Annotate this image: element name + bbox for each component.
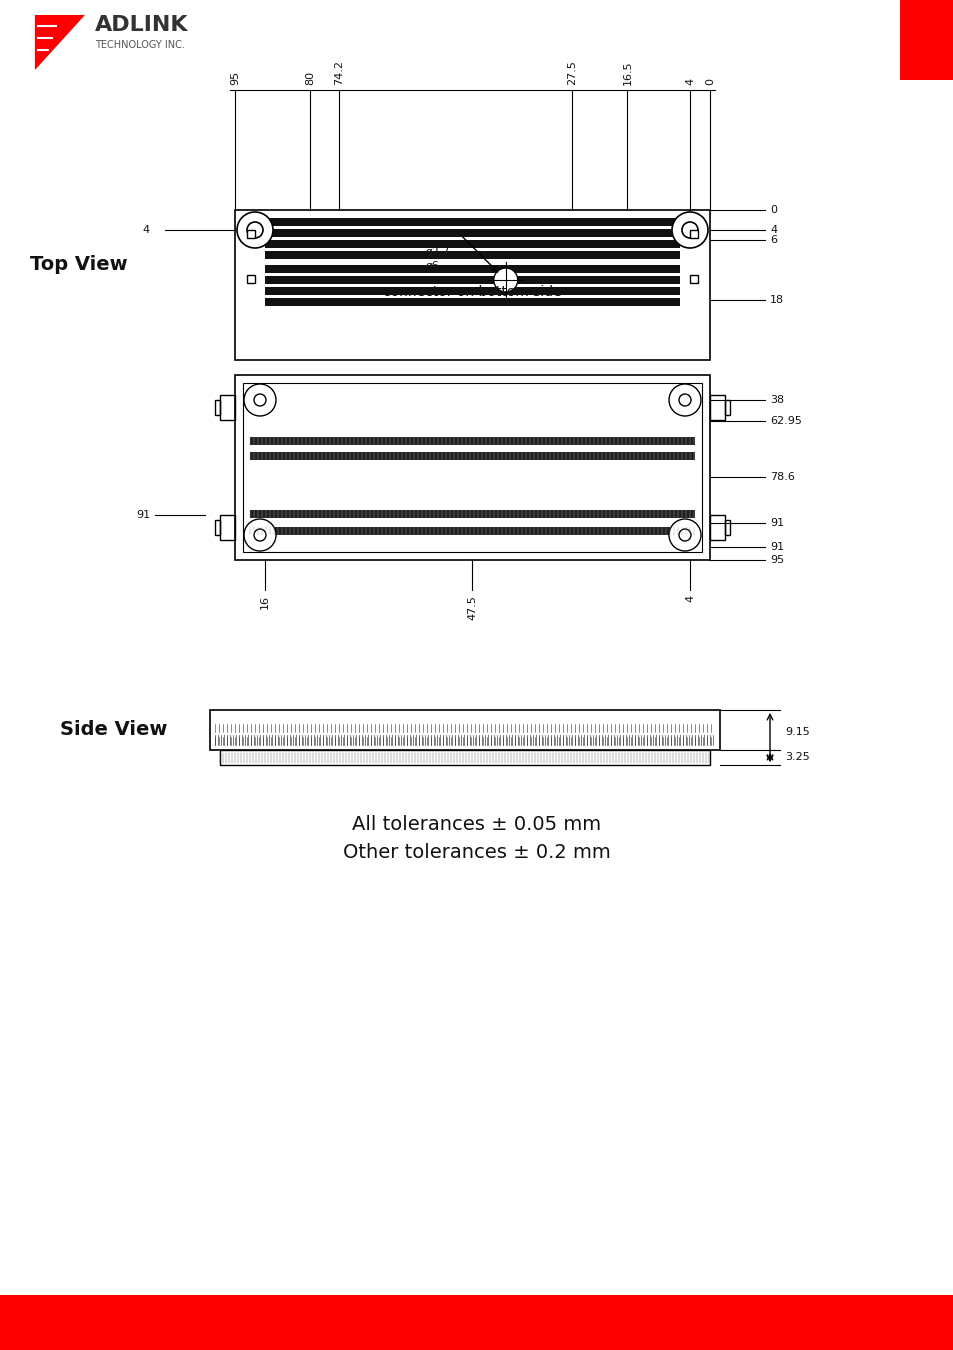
Text: Other tolerances ± 0.2 mm: Other tolerances ± 0.2 mm	[343, 844, 610, 863]
Bar	[247, 275, 254, 284]
Circle shape	[247, 221, 263, 238]
Bar	[265, 240, 679, 248]
Bar	[724, 520, 729, 535]
Text: 18: 18	[769, 296, 783, 305]
Text: 4: 4	[769, 225, 777, 235]
Circle shape	[679, 529, 690, 541]
Circle shape	[679, 394, 690, 406]
Bar	[265, 265, 679, 273]
Text: ø2,7: ø2,7	[425, 247, 450, 256]
Text: 47.5: 47.5	[467, 595, 477, 620]
Bar	[265, 230, 679, 238]
Bar	[250, 452, 695, 460]
Text: 4: 4	[684, 78, 695, 85]
Text: 3.25: 3.25	[784, 752, 809, 763]
Bar	[214, 520, 220, 535]
Text: 62.95: 62.95	[769, 416, 801, 427]
Polygon shape	[35, 15, 85, 70]
Bar	[265, 275, 679, 284]
Bar	[220, 396, 234, 420]
Bar	[709, 396, 724, 420]
Bar	[214, 400, 220, 414]
Text: 95: 95	[230, 72, 240, 85]
Bar	[724, 400, 729, 414]
Bar	[689, 230, 698, 238]
Bar	[234, 211, 709, 360]
Bar	[265, 298, 679, 306]
Circle shape	[253, 529, 266, 541]
Text: 95: 95	[769, 555, 783, 566]
Text: ADLINK: ADLINK	[95, 15, 189, 35]
Bar	[250, 526, 695, 535]
Bar	[210, 710, 720, 751]
Bar	[250, 437, 695, 446]
Circle shape	[253, 394, 266, 406]
Text: 91: 91	[769, 518, 783, 528]
Text: 4: 4	[684, 595, 695, 602]
Circle shape	[668, 518, 700, 551]
Circle shape	[668, 383, 700, 416]
Bar	[250, 510, 695, 518]
Bar	[247, 230, 254, 238]
Bar	[265, 217, 679, 225]
Bar	[899, 0, 953, 80]
Bar	[220, 514, 234, 540]
Bar	[709, 514, 724, 540]
Text: 74.2: 74.2	[334, 59, 344, 85]
Text: 16.5: 16.5	[622, 61, 632, 85]
Bar	[265, 251, 679, 259]
Bar	[220, 751, 709, 765]
Text: 0: 0	[769, 205, 776, 215]
Text: Top View: Top View	[30, 255, 128, 274]
Bar	[243, 383, 701, 552]
Text: 4: 4	[143, 225, 150, 235]
Text: ø6: ø6	[425, 261, 439, 271]
Bar	[0, 1295, 953, 1350]
Text: 9.15: 9.15	[784, 728, 809, 737]
Text: 0: 0	[704, 78, 714, 85]
Circle shape	[494, 269, 517, 292]
Circle shape	[244, 383, 275, 416]
Circle shape	[681, 221, 698, 238]
Text: All tolerances ± 0.05 mm: All tolerances ± 0.05 mm	[352, 815, 601, 834]
Circle shape	[236, 212, 273, 248]
Text: TECHNOLOGY INC.: TECHNOLOGY INC.	[95, 40, 185, 50]
Text: 80: 80	[305, 72, 314, 85]
Text: connector on bottom side: connector on bottom side	[383, 285, 561, 298]
Text: Side View: Side View	[60, 721, 167, 740]
Circle shape	[671, 212, 707, 248]
Text: 16: 16	[260, 595, 270, 609]
Text: 78.6: 78.6	[769, 471, 794, 482]
Bar	[689, 275, 698, 284]
Circle shape	[244, 518, 275, 551]
Text: 6: 6	[769, 235, 776, 244]
Bar	[265, 288, 679, 296]
Text: 38: 38	[769, 396, 783, 405]
Bar	[234, 375, 709, 560]
Text: 91: 91	[135, 510, 150, 520]
Text: 91: 91	[769, 543, 783, 552]
Text: 27.5: 27.5	[567, 61, 577, 85]
